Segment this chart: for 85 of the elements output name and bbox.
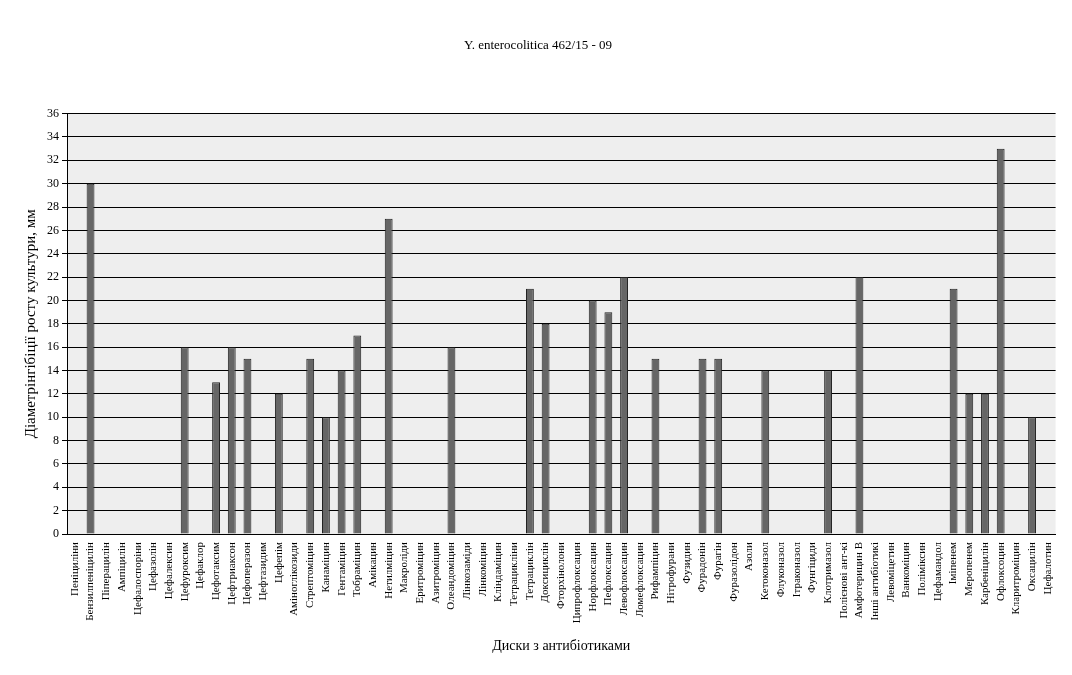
x-tick-label: Ампіцилін: [114, 541, 127, 593]
x-tick-label: Фунгіциди: [805, 541, 818, 593]
x-tick-label: Фурадонін: [695, 541, 708, 593]
x-tick-label: Ломефлоксацин: [632, 541, 645, 617]
x-tick-label: Полієнові ант-кі: [836, 542, 849, 619]
x-tick-label: Лінкоміцин: [475, 541, 488, 597]
x-tick-label: Фурагін: [711, 541, 724, 581]
x-tick-label: Азоли: [742, 541, 755, 571]
y-tick-label: 8: [53, 432, 59, 447]
x-tick-label: Цефамандол: [930, 541, 943, 602]
y-tick-label: 26: [47, 222, 59, 237]
y-axis-title: Діаметрінгібіції росту культури, мм: [21, 208, 38, 439]
x-tick-label: Інші антибіотикі: [868, 542, 881, 621]
y-tick-label: 32: [47, 152, 59, 167]
x-tick-label: Цефалоспоріни: [130, 541, 143, 615]
y-tick-label: 14: [47, 362, 59, 377]
x-tick-label: Левофлоксацин: [616, 541, 629, 616]
y-tick-label: 12: [47, 386, 59, 401]
x-tick-label: Іміпенем: [946, 541, 959, 585]
x-tick-label: Цефоперазон: [240, 541, 253, 605]
y-tick-label: 10: [47, 409, 59, 424]
y-tick-label: 30: [47, 175, 59, 190]
x-tick-label: Норфлоксацин: [585, 541, 598, 612]
y-tick-label: 16: [47, 339, 59, 354]
x-tick-label: Цефуроксим: [177, 541, 190, 602]
x-tick-label: Аміноглікозиди: [287, 541, 300, 616]
x-tick-label: Ітраконазол: [789, 541, 802, 598]
x-tick-label: Ципрофлоксацин: [569, 541, 582, 624]
x-tick-label: Меропенем: [962, 541, 975, 597]
x-tick-label: Амікацин: [365, 541, 378, 588]
x-tick-label: Пефлоксацин: [601, 541, 614, 606]
x-tick-label: Левоміцетин: [883, 541, 896, 603]
y-tick-label: 36: [47, 105, 59, 120]
x-tick-label: Нітрофурани: [664, 541, 677, 604]
x-tick-label: Цефтазидим: [256, 541, 269, 601]
x-tick-label: Цефалексин: [161, 541, 174, 600]
x-tick-label: Фуразолідон: [726, 541, 739, 602]
x-tick-label: Карбеніцилін: [977, 541, 990, 606]
x-tick-label: Стрептоміцин: [303, 541, 316, 609]
y-tick-label: 0: [53, 526, 59, 541]
x-tick-label: Тетрациклін: [522, 541, 535, 601]
chart-title: Y. enterocolitica 462/15 - 09: [463, 37, 613, 53]
x-tick-label: Клотримазол: [820, 541, 833, 604]
x-tick-label: Ванкоміцин: [899, 541, 912, 598]
y-tick-label: 18: [47, 315, 59, 330]
y-tick-label: 28: [47, 199, 59, 214]
x-tick-label: Макроліди: [397, 541, 410, 593]
x-tick-label: Доксициклін: [538, 541, 551, 603]
x-tick-label: Цефазолін: [146, 541, 159, 592]
x-tick-label: Нетилміцин: [381, 541, 394, 599]
x-tick-label: Офлоксоцин: [993, 541, 1006, 601]
x-tick-label: Цефотаксим: [208, 541, 221, 601]
x-tick-label: Лінкозаміди: [460, 541, 473, 600]
x-tick-label: Цефаклор: [193, 541, 206, 589]
y-tick-label: 2: [53, 502, 59, 517]
x-tick-label: Пеніциліни: [67, 541, 80, 596]
y-tick-label: 4: [53, 479, 59, 494]
x-tick-label: Оксацилін: [1024, 541, 1037, 592]
x-tick-label: Цефепім: [271, 541, 284, 583]
y-tick-label: 22: [47, 269, 59, 284]
x-tick-label: Кларитроміцин: [1009, 541, 1022, 615]
x-tick-label: Еритроміцин: [412, 541, 425, 604]
x-tick-label: Флуконазол: [773, 541, 786, 598]
x-tick-label: Піперацилін: [99, 541, 112, 601]
x-tick-label: Кетоконазол: [758, 541, 771, 601]
x-tick-label: Цефалотин: [1040, 541, 1053, 595]
x-tick-label: Олеандоміцин: [444, 541, 457, 610]
x-tick-label: Кліндаміцин: [491, 541, 504, 602]
x-tick-label: Гентаміцин: [334, 541, 347, 596]
y-tick-label: 24: [47, 245, 59, 260]
x-tick-label: Фузидин: [679, 541, 692, 584]
x-tick-label: Бензилпеніцилін: [83, 541, 96, 621]
x-tick-label: Тетрацикліни: [507, 541, 520, 606]
x-tick-label: Канаміцин: [318, 541, 331, 593]
y-tick-label: 6: [53, 456, 59, 471]
x-tick-label: Амфотерицин В: [852, 542, 865, 619]
x-tick-label: Тобраміцин: [350, 541, 363, 598]
y-tick-label: 34: [47, 129, 59, 144]
x-tick-label: Фторхінолони: [554, 541, 567, 609]
x-tick-label: Поліміксин: [915, 541, 928, 596]
x-tick-label: Цефтриаксон: [224, 541, 237, 605]
y-tick-label: 20: [47, 292, 59, 307]
x-tick-label: Рифампіцин: [648, 541, 661, 600]
x-axis-title: Диски з антибіотиками: [492, 638, 631, 654]
x-tick-label: Азитроміцин: [428, 541, 441, 604]
